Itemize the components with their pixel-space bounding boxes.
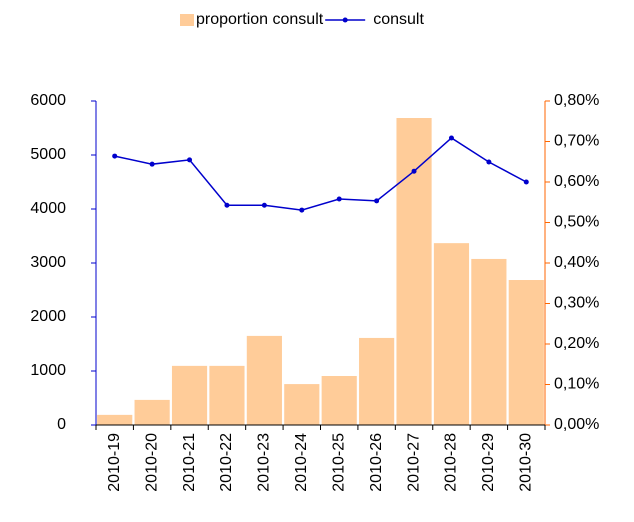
bar [396,118,432,425]
line-point [149,161,155,167]
legend-label: proportion consult [196,11,324,28]
legend-swatch [180,14,194,26]
y2-tick-label: 0,80% [554,92,599,109]
bar [209,365,245,425]
line-point [224,202,230,208]
y2-tick-label: 0,30% [554,295,599,312]
line-point [374,198,380,204]
line-point [486,159,492,165]
y-tick-label: 6000 [30,92,66,109]
y-tick-label: 2000 [30,308,66,325]
x-tick-label: 2010-30 [518,433,535,492]
x-tick-label: 2010-25 [330,433,347,492]
line-point [187,157,193,163]
x-tick-label: 2010-23 [256,433,273,492]
legend-swatch [342,17,348,23]
y2-tick-label: 0,10% [554,376,599,393]
bar [134,399,170,425]
bar [321,375,357,425]
y2-tick-label: 0,50% [554,214,599,231]
y-tick-label: 3000 [30,254,66,271]
x-tick-label: 2010-21 [181,433,198,492]
y-tick-label: 0 [57,416,66,433]
y-tick-label: 1000 [30,362,66,379]
x-tick-label: 2010-22 [218,433,235,492]
line-point [299,207,305,213]
x-tick-label: 2010-20 [143,433,160,492]
bar [433,243,470,425]
y2-tick-label: 0,60% [554,173,599,190]
y-tick-label: 4000 [30,200,66,217]
y2-tick-label: 0,20% [554,335,599,352]
legend-label: consult [373,11,424,28]
y2-tick-label: 0,70% [554,133,599,150]
y2-tick-label: 0,40% [554,254,599,271]
y2-tick-label: 0,00% [554,416,599,433]
bar [284,384,320,425]
line [114,137,527,211]
bar [171,365,208,425]
x-tick-label: 2010-24 [293,433,310,492]
line-point [112,153,118,159]
line-point [523,179,529,185]
bar [471,258,507,425]
bar [359,337,395,425]
line-point [261,202,267,208]
x-tick-label: 2010-26 [368,433,385,492]
y-tick-label: 5000 [30,146,66,163]
x-tick-label: 2010-28 [443,433,460,492]
bar [508,280,544,425]
line-point [448,135,454,141]
line-point [411,168,417,174]
x-tick-label: 2010-19 [106,433,123,492]
x-tick-label: 2010-29 [480,433,497,492]
x-tick-label: 2010-27 [405,433,422,492]
bar [246,335,282,425]
line-point [336,196,342,202]
bar [97,414,133,425]
